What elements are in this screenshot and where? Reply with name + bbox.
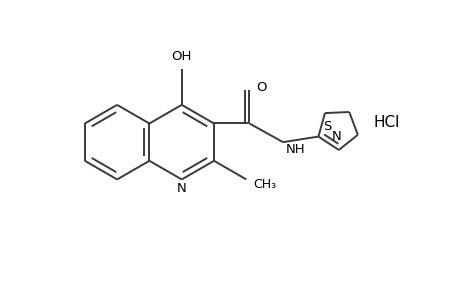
Text: NH: NH <box>285 142 305 155</box>
Text: OH: OH <box>171 50 191 62</box>
Text: N: N <box>331 130 341 143</box>
Text: CH₃: CH₃ <box>252 178 276 191</box>
Text: O: O <box>256 82 266 94</box>
Text: N: N <box>176 182 186 195</box>
Text: HCl: HCl <box>373 115 399 130</box>
Text: S: S <box>322 120 330 133</box>
